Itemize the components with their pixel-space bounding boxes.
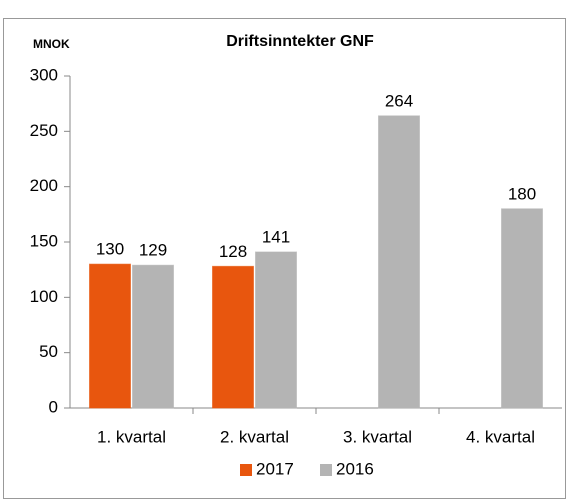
bar [212, 265, 254, 409]
y-tick-label: 300 [30, 65, 58, 84]
bar [132, 264, 174, 409]
value-label: 180 [508, 184, 536, 203]
x-tick-label: 3. kvartal [343, 427, 412, 446]
value-label: 141 [262, 227, 290, 246]
legend-label: 2017 [256, 459, 294, 478]
bar [255, 251, 297, 409]
y-tick-label: 150 [30, 231, 58, 250]
bar [501, 208, 543, 409]
y-tick-label: 100 [30, 287, 58, 306]
y-tick-label: 0 [49, 397, 58, 416]
y-tick-label: 50 [39, 342, 58, 361]
y-tick-label: 200 [30, 176, 58, 195]
value-label: 130 [96, 240, 124, 259]
legend-label: 2016 [336, 459, 374, 478]
legend-swatch [320, 464, 332, 476]
value-label: 129 [139, 241, 167, 260]
bar [378, 115, 420, 409]
y-tick-label: 250 [30, 121, 58, 140]
value-label: 128 [219, 242, 247, 261]
x-tick-label: 1. kvartal [97, 427, 166, 446]
value-label: 264 [385, 91, 413, 110]
x-tick-label: 2. kvartal [220, 427, 289, 446]
legend-swatch [240, 464, 252, 476]
bar [89, 263, 131, 409]
x-tick-label: 4. kvartal [466, 427, 535, 446]
chart-title: Driftsinntekter GNF [226, 33, 374, 50]
y-axis-label: MNOK [33, 37, 70, 51]
